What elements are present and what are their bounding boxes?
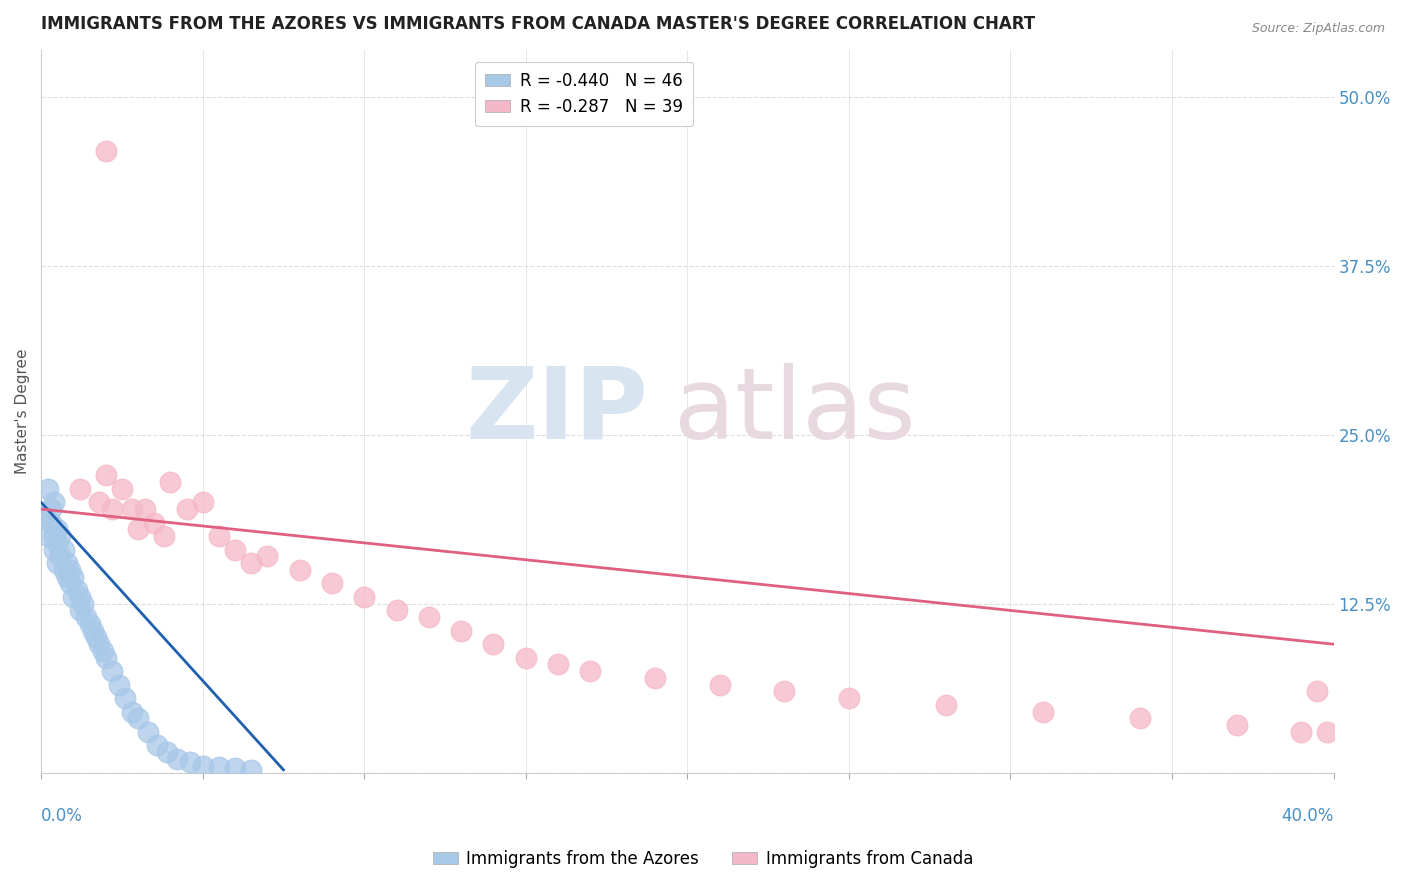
Point	[111, 482, 134, 496]
Point	[353, 590, 375, 604]
Point	[208, 529, 231, 543]
Point	[42, 495, 65, 509]
Point	[127, 711, 149, 725]
Point	[1129, 711, 1152, 725]
Point	[579, 664, 602, 678]
Point	[176, 502, 198, 516]
Point	[1306, 684, 1329, 698]
Point	[72, 597, 94, 611]
Point	[114, 691, 136, 706]
Point	[1226, 718, 1249, 732]
Point	[515, 650, 537, 665]
Point	[69, 603, 91, 617]
Point	[450, 624, 472, 638]
Point	[101, 664, 124, 678]
Point	[89, 495, 111, 509]
Point	[547, 657, 569, 672]
Point	[240, 763, 263, 777]
Point	[56, 569, 79, 583]
Point	[838, 691, 860, 706]
Point	[321, 576, 343, 591]
Point	[935, 698, 957, 712]
Point	[288, 563, 311, 577]
Point	[146, 739, 169, 753]
Point	[1032, 705, 1054, 719]
Point	[159, 475, 181, 489]
Point	[134, 502, 156, 516]
Point	[66, 583, 89, 598]
Point	[46, 522, 69, 536]
Point	[49, 549, 72, 564]
Point	[94, 650, 117, 665]
Point	[166, 752, 188, 766]
Point	[49, 529, 72, 543]
Point	[75, 610, 97, 624]
Point	[62, 590, 84, 604]
Point	[1289, 725, 1312, 739]
Point	[52, 542, 75, 557]
Point	[46, 556, 69, 570]
Text: 40.0%: 40.0%	[1281, 807, 1333, 825]
Point	[79, 616, 101, 631]
Point	[34, 508, 56, 523]
Point	[240, 556, 263, 570]
Point	[156, 745, 179, 759]
Point	[91, 644, 114, 658]
Point	[37, 529, 59, 543]
Point	[94, 144, 117, 158]
Point	[69, 482, 91, 496]
Point	[46, 536, 69, 550]
Point	[42, 529, 65, 543]
Point	[52, 563, 75, 577]
Y-axis label: Master's Degree: Master's Degree	[15, 349, 30, 474]
Point	[644, 671, 666, 685]
Point	[42, 542, 65, 557]
Point	[179, 755, 201, 769]
Point	[208, 760, 231, 774]
Point	[107, 678, 129, 692]
Point	[89, 637, 111, 651]
Point	[121, 502, 143, 516]
Point	[69, 590, 91, 604]
Legend: Immigrants from the Azores, Immigrants from Canada: Immigrants from the Azores, Immigrants f…	[426, 844, 980, 875]
Point	[153, 529, 176, 543]
Legend: R = -0.440   N = 46, R = -0.287   N = 39: R = -0.440 N = 46, R = -0.287 N = 39	[475, 62, 693, 126]
Point	[59, 576, 82, 591]
Point	[482, 637, 505, 651]
Point	[56, 556, 79, 570]
Text: IMMIGRANTS FROM THE AZORES VS IMMIGRANTS FROM CANADA MASTER'S DEGREE CORRELATION: IMMIGRANTS FROM THE AZORES VS IMMIGRANTS…	[41, 15, 1035, 33]
Text: ZIP: ZIP	[465, 363, 648, 459]
Point	[39, 516, 62, 530]
Point	[224, 542, 246, 557]
Text: atlas: atlas	[675, 363, 917, 459]
Point	[191, 758, 214, 772]
Point	[84, 631, 107, 645]
Point	[418, 610, 440, 624]
Point	[101, 502, 124, 516]
Point	[37, 482, 59, 496]
Point	[256, 549, 278, 564]
Text: Source: ZipAtlas.com: Source: ZipAtlas.com	[1251, 22, 1385, 36]
Point	[62, 569, 84, 583]
Point	[59, 563, 82, 577]
Point	[143, 516, 166, 530]
Point	[1316, 725, 1339, 739]
Point	[385, 603, 408, 617]
Point	[121, 705, 143, 719]
Point	[136, 725, 159, 739]
Point	[39, 502, 62, 516]
Point	[127, 522, 149, 536]
Point	[94, 468, 117, 483]
Text: 0.0%: 0.0%	[41, 807, 83, 825]
Point	[224, 762, 246, 776]
Point	[773, 684, 796, 698]
Point	[191, 495, 214, 509]
Point	[82, 624, 104, 638]
Point	[709, 678, 731, 692]
